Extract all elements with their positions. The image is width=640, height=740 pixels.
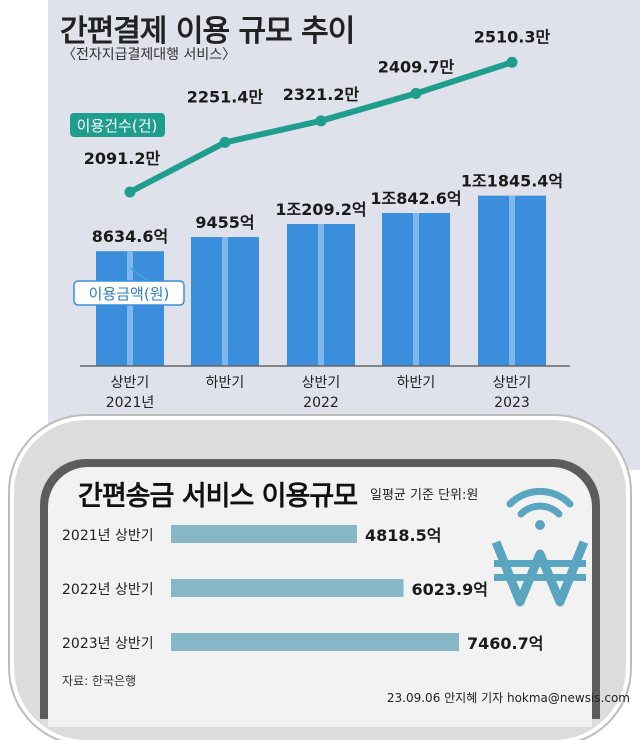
amount-bar-stripe: [318, 223, 324, 366]
period-year-label: 2023: [494, 395, 530, 411]
legend-count-box: [70, 113, 165, 137]
hbar-category-label: 2023년 상반기: [62, 636, 154, 652]
amount-bar-stripe: [127, 251, 133, 366]
count-value-label: 2091.2만: [84, 149, 161, 168]
legend-amount-pointer: [129, 267, 151, 283]
legend-amount-box: [73, 280, 185, 306]
hbar-value-label: 4818.5억: [365, 526, 441, 545]
remittance-bar: [171, 525, 357, 543]
hbar-value-label: 7460.7억: [467, 634, 543, 653]
unit-note: 일평균 기준 단위:원: [370, 488, 479, 503]
count-point: [124, 186, 136, 198]
page-subtitle: 〈전자지급결제대행 서비스〉: [62, 47, 237, 63]
amount-value-label: 1조1845.4억: [461, 172, 563, 191]
credit-line: 23.09.06 안지혜 기자 hokma@newsis.com: [386, 691, 630, 705]
remittance-title: 간편송금 서비스 이용규모: [78, 481, 358, 512]
payment-chart: 상반기 2021년 하반기 상반기 2022 하반기 상반기 2023 8634.6억 9455…: [70, 27, 570, 411]
count-value-label: 2409.7만: [378, 57, 455, 76]
won-wifi-icon: [491, 487, 589, 607]
hbar-category-label: 2022년 상반기: [62, 582, 154, 598]
source-note: 자료: 한국은행: [62, 674, 137, 688]
period-half-label: 상반기: [302, 375, 341, 391]
amount-value-label: 8634.6억: [92, 227, 168, 246]
amount-bar-stripe: [222, 237, 228, 366]
remittance-bar: [171, 633, 459, 651]
count-value-label: 2321.2만: [283, 85, 360, 104]
amount-value-label: 1조209.2억: [275, 200, 366, 219]
period-year-label: 2022: [303, 395, 339, 411]
count-point: [219, 136, 231, 148]
count-value-label: 2251.4만: [187, 87, 264, 106]
amount-value-label: 1조842.6억: [370, 189, 461, 208]
count-point: [410, 87, 422, 99]
amount-value-label: 9455억: [195, 213, 254, 232]
page-title: 간편결제 이용 규모 추이: [60, 14, 355, 49]
legend-amount-label: 이용금액(원): [89, 285, 170, 303]
count-point: [315, 115, 327, 127]
count-value-label: 2510.3만: [474, 27, 551, 46]
period-half-label: 상반기: [493, 375, 532, 391]
period-half-label: 상반기: [111, 375, 150, 391]
hbar-category-label: 2021년 상반기: [62, 528, 154, 544]
amount-bar-stripe: [413, 213, 419, 366]
remittance-bar: [171, 579, 404, 597]
legend-count-label: 이용건수(건): [77, 117, 158, 135]
count-point: [506, 56, 518, 68]
hbar-value-label: 6023.9억: [412, 580, 488, 599]
amount-bar-stripe: [509, 195, 515, 366]
period-half-label: 하반기: [397, 375, 436, 391]
legend-amount: 이용금액(원): [73, 267, 185, 306]
period-half-label: 하반기: [206, 375, 245, 391]
period-year-label: 2021년: [106, 395, 155, 411]
remittance-chart: 2021년 상반기 4818.5억 2022년 상반기 6023.9억 2023년 상반…: [62, 525, 543, 653]
legend-count: 이용건수(건): [70, 113, 165, 137]
